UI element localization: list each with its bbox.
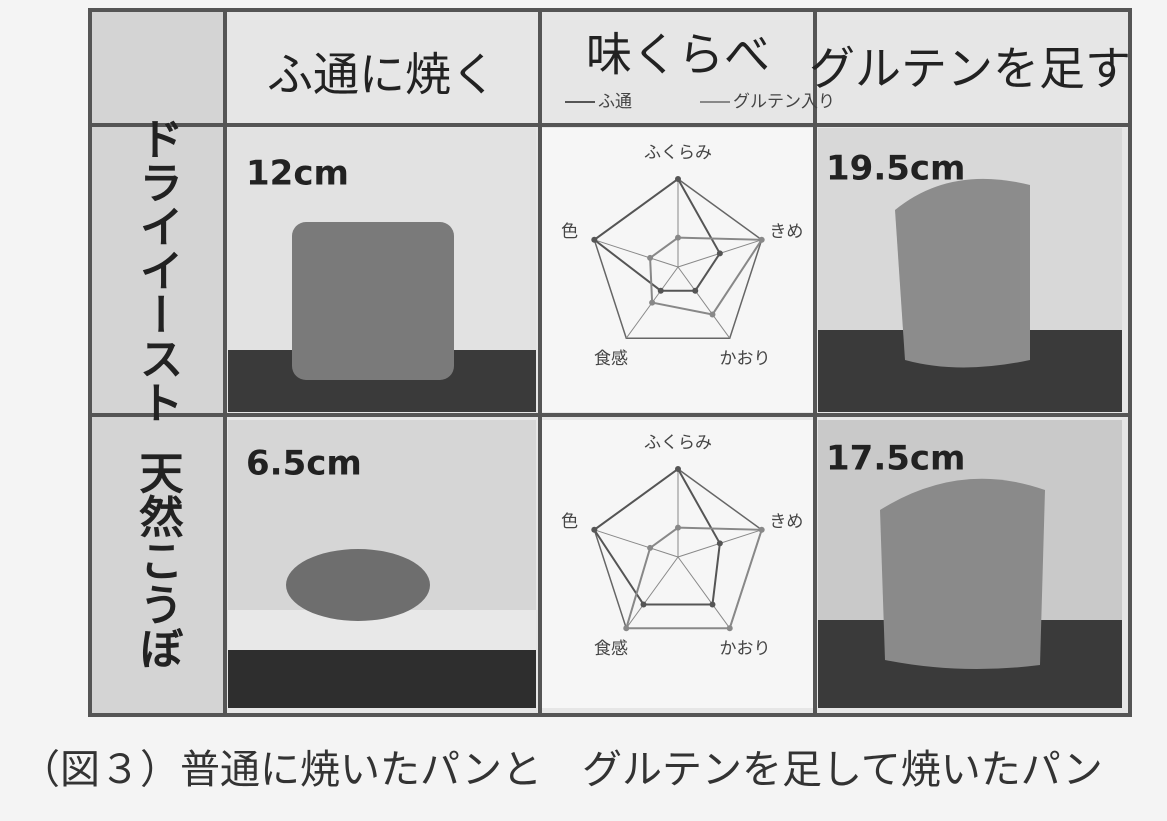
radar-point (716, 540, 723, 547)
radar-axis-label: きめ (769, 222, 803, 242)
height-label: 17.5cm (826, 439, 965, 479)
radar-axis-label: 色 (561, 222, 578, 242)
radar-point (623, 625, 630, 632)
radar-spoke (677, 556, 731, 629)
bread (895, 178, 1030, 368)
radar-spoke (625, 556, 679, 629)
radar-axis-label: ふくらみ (644, 433, 712, 453)
radar-cell (540, 420, 815, 708)
column-header: ふ通に焼く (267, 48, 497, 102)
bread (880, 478, 1045, 669)
radar-point (716, 250, 723, 257)
radar-point (649, 299, 656, 306)
radar-point (640, 601, 647, 608)
radar-point (726, 625, 733, 632)
radar-spoke (594, 239, 679, 268)
radar-point (692, 287, 699, 294)
radar-point (647, 544, 654, 551)
radar-cell (540, 128, 815, 412)
bread (286, 549, 430, 621)
radar-series (649, 236, 764, 316)
radar-series (592, 467, 721, 606)
column-header: 味くらべ (586, 28, 770, 82)
height-label: 19.5cm (826, 149, 965, 189)
height-label: 12cm (246, 154, 349, 194)
radar-point (675, 176, 681, 182)
radar-point (675, 524, 681, 531)
radar-point (675, 234, 681, 241)
radar-series (624, 526, 764, 630)
radar-axis-label: 食感 (594, 349, 628, 369)
radar-spoke (594, 529, 679, 558)
radar-point (709, 601, 716, 608)
radar-axis-label: きめ (769, 512, 803, 532)
radar-axis-label: 食感 (594, 639, 628, 659)
height-label: 6.5cm (246, 444, 362, 484)
radar-point (591, 526, 598, 533)
label-column (90, 10, 225, 715)
radar-axis-label: かおり (720, 349, 771, 369)
radar-point (591, 236, 598, 243)
radar-point (758, 236, 765, 243)
bread (292, 222, 454, 380)
radar-axis-label: かおり (720, 639, 771, 659)
radar-point (758, 526, 765, 533)
legend-entry: グルテン入り (733, 92, 835, 112)
row-label: 天然こうぼ (132, 450, 185, 670)
radar-series (592, 177, 722, 292)
radar-point (709, 311, 716, 318)
caption: （図３）普通に焼いたパンと グルテンを足して焼いたパン (20, 747, 1103, 793)
photo-table (228, 650, 536, 708)
grid (88, 8, 1132, 717)
row-label: ドライイースト (132, 116, 183, 424)
radar-point (675, 466, 681, 472)
radar-point (657, 287, 664, 294)
radar-point (647, 254, 654, 261)
radar-axis-label: ふくらみ (644, 143, 712, 163)
radar-axis-label: 色 (561, 512, 578, 532)
radar-spoke (677, 266, 731, 339)
column-header: グルテンを足す (809, 42, 1131, 96)
legend-entry: ふ通 (598, 92, 632, 112)
